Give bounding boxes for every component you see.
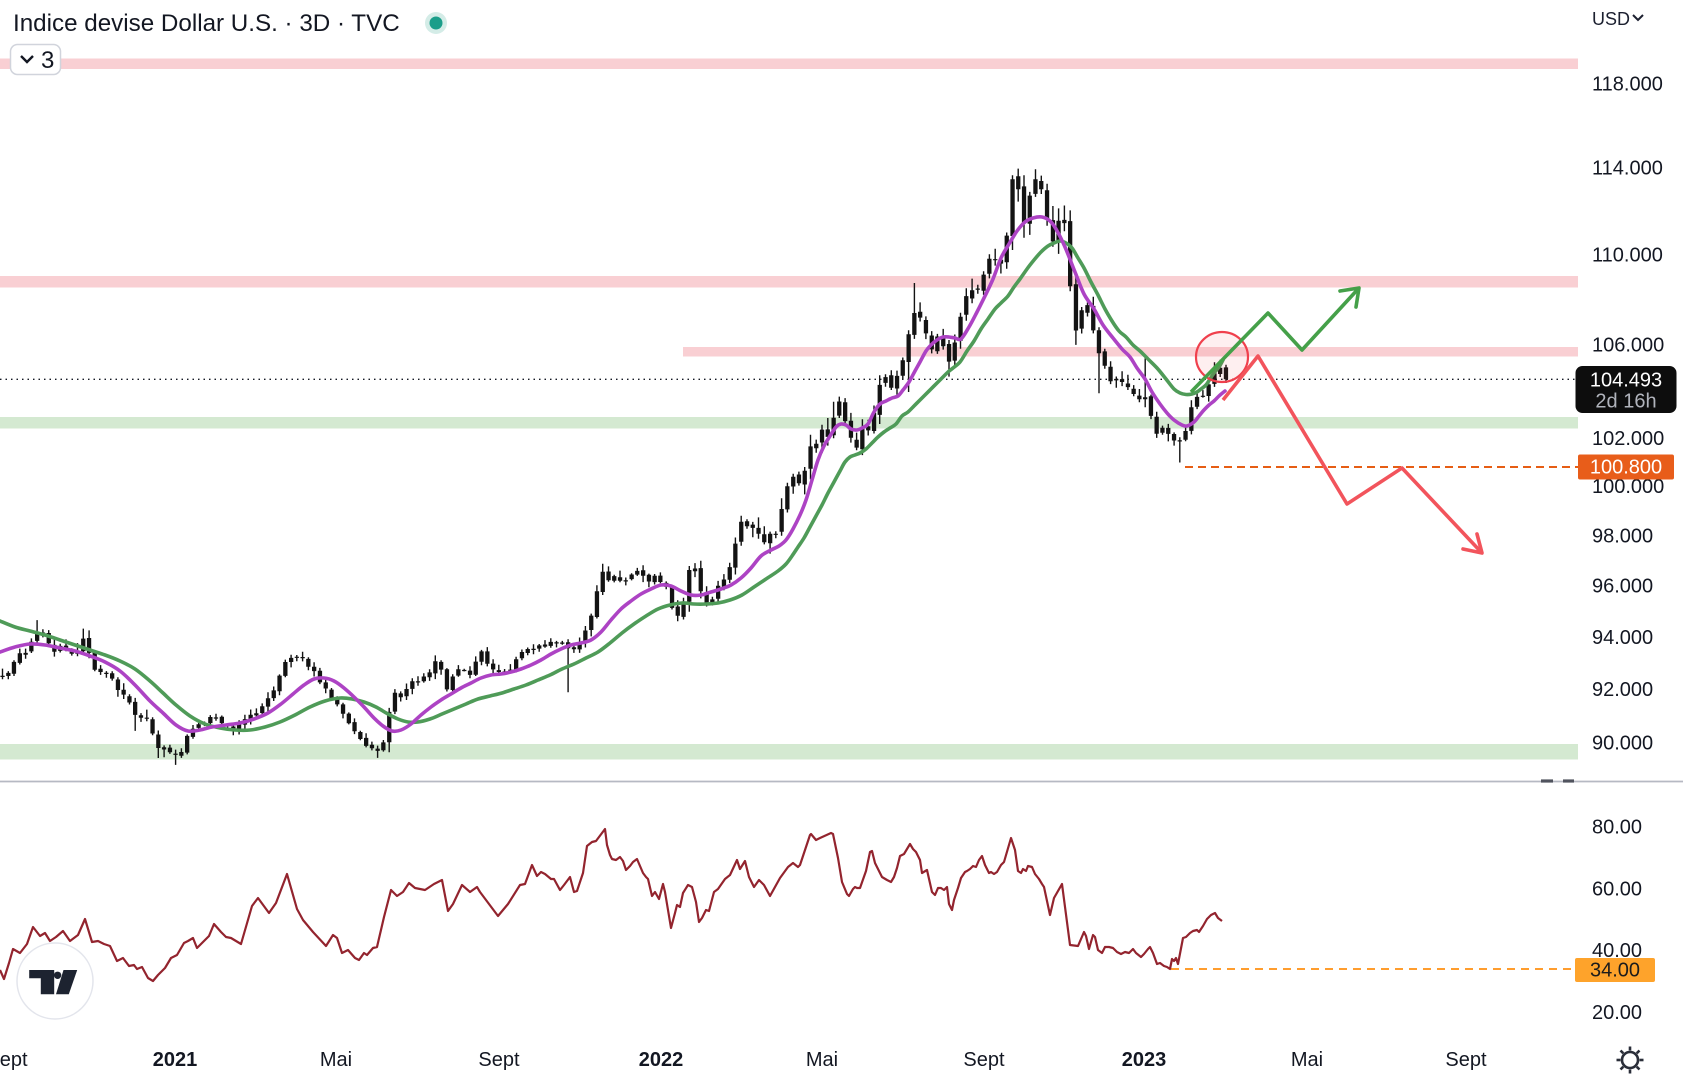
svg-text:Mai: Mai xyxy=(1291,1049,1323,1071)
svg-text:100.000: 100.000 xyxy=(1592,476,1664,498)
svg-text:20.00: 20.00 xyxy=(1592,1002,1642,1024)
svg-text:34.00: 34.00 xyxy=(1590,960,1640,982)
svg-text:80.00: 80.00 xyxy=(1592,817,1642,839)
svg-text:98.000: 98.000 xyxy=(1592,525,1653,547)
svg-text:Sept: Sept xyxy=(963,1049,1005,1071)
svg-text:102.000: 102.000 xyxy=(1592,428,1664,450)
svg-text:Sept: Sept xyxy=(1445,1049,1487,1071)
svg-text:USD: USD xyxy=(1592,9,1630,29)
svg-text:2023: 2023 xyxy=(1122,1049,1167,1071)
svg-text:40.00: 40.00 xyxy=(1592,940,1642,962)
svg-text:Mai: Mai xyxy=(320,1049,352,1071)
svg-text:2021: 2021 xyxy=(153,1049,198,1071)
svg-text:100.800: 100.800 xyxy=(1590,457,1662,479)
svg-text:96.000: 96.000 xyxy=(1592,576,1653,598)
svg-text:2022: 2022 xyxy=(639,1049,684,1071)
svg-text:104.493: 104.493 xyxy=(1590,370,1662,392)
svg-text:2d 16h: 2d 16h xyxy=(1595,391,1656,413)
svg-text:94.000: 94.000 xyxy=(1592,627,1653,649)
svg-text:Indice devise Dollar U.S. · 3D: Indice devise Dollar U.S. · 3D · TVC xyxy=(13,10,400,37)
svg-text:90.000: 90.000 xyxy=(1592,733,1653,755)
svg-text:92.000: 92.000 xyxy=(1592,679,1653,701)
svg-text:Sept: Sept xyxy=(478,1049,520,1071)
svg-text:Mai: Mai xyxy=(806,1049,838,1071)
svg-text:114.000: 114.000 xyxy=(1592,158,1663,180)
svg-text:118.000: 118.000 xyxy=(1592,74,1663,96)
svg-text:3: 3 xyxy=(41,47,54,74)
svg-text:Sept: Sept xyxy=(0,1049,28,1071)
svg-text:110.000: 110.000 xyxy=(1592,245,1663,267)
svg-text:106.000: 106.000 xyxy=(1592,335,1664,357)
svg-text:60.00: 60.00 xyxy=(1592,878,1642,900)
